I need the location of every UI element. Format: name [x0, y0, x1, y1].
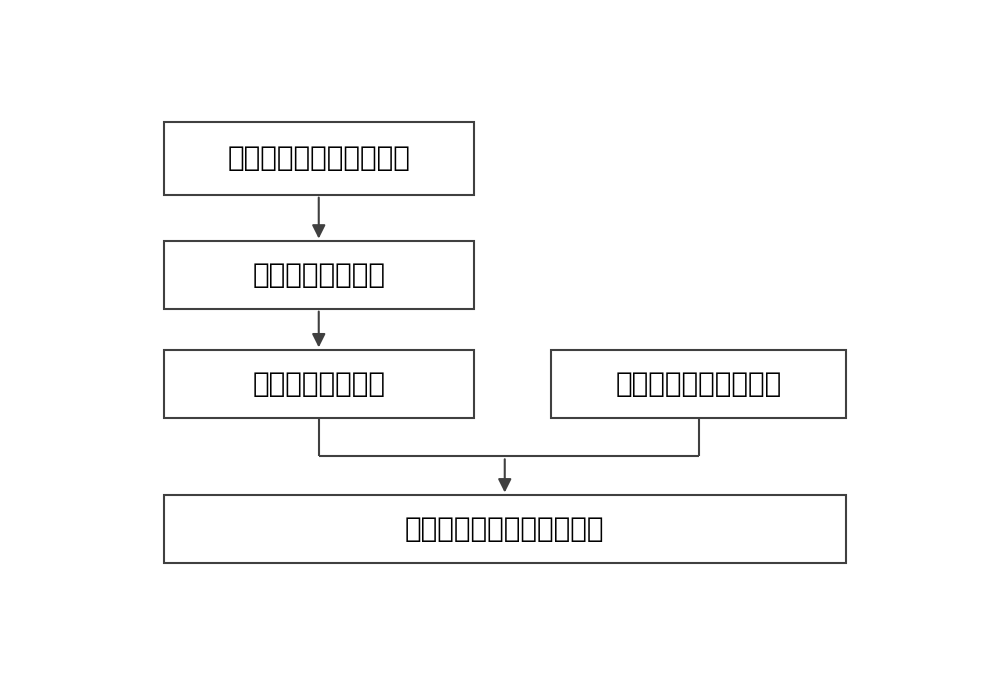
Text: 计算最大施工排量: 计算最大施工排量: [252, 261, 385, 289]
Text: 每级前置液、酸液注入时间: 每级前置液、酸液注入时间: [405, 515, 604, 543]
Bar: [164, 242, 474, 309]
Text: 确定实际施工排量: 确定实际施工排量: [252, 370, 385, 398]
Text: 每级前置液、酸液用量: 每级前置液、酸液用量: [615, 370, 782, 398]
Bar: [164, 122, 474, 194]
Bar: [164, 495, 846, 563]
Bar: [551, 350, 846, 417]
Bar: [164, 350, 474, 417]
Text: 计算待酸压储层的面容比: 计算待酸压储层的面容比: [227, 145, 410, 172]
